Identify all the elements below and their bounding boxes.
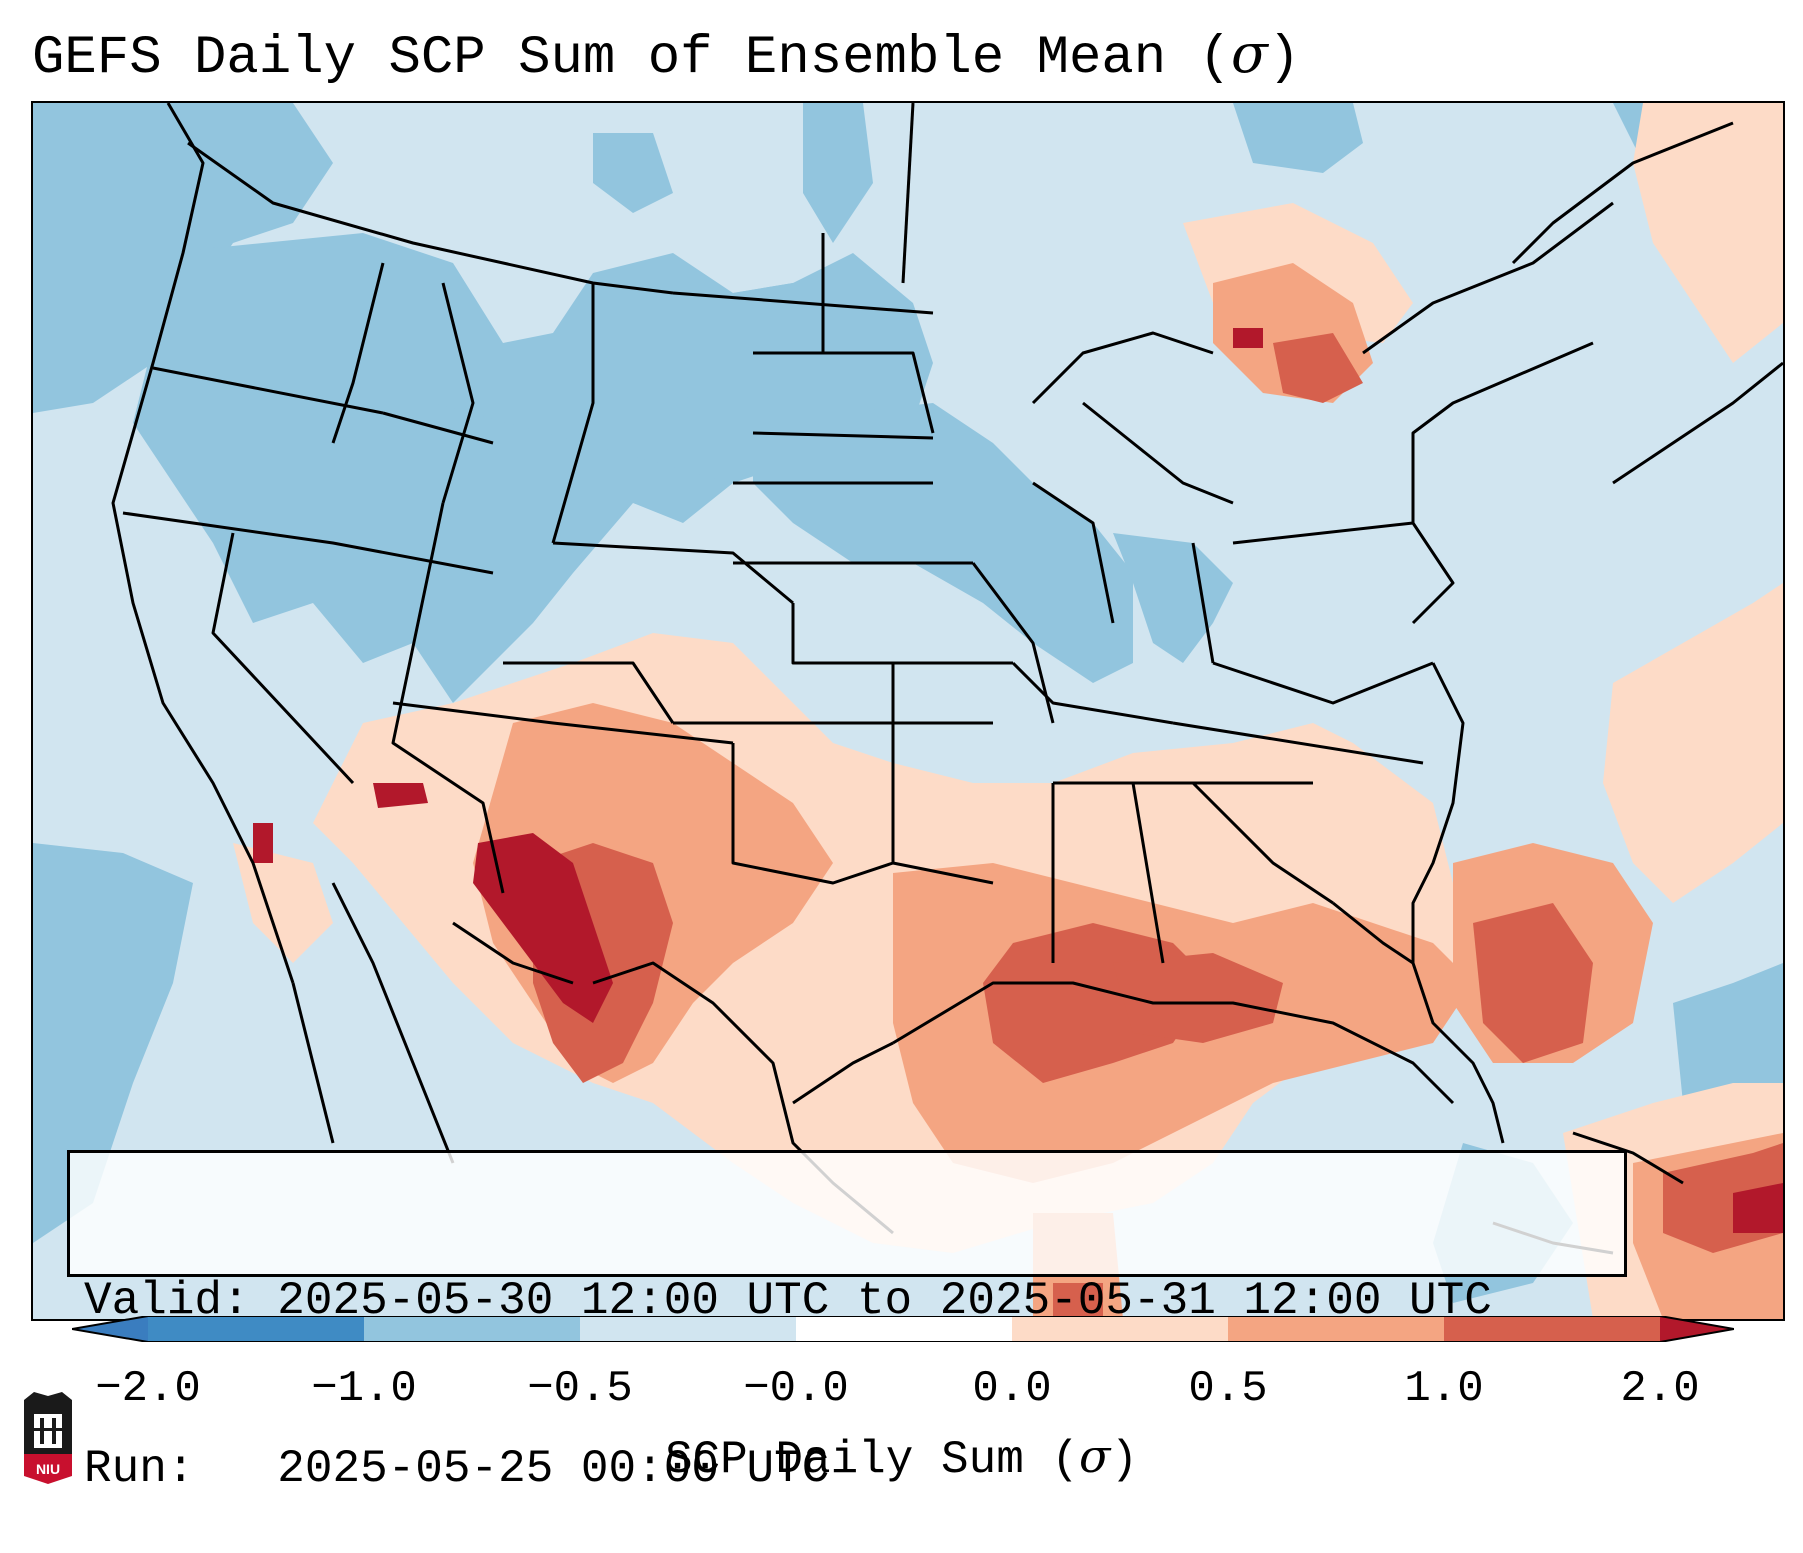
colorbar-tick-label: 0.0 [972, 1364, 1052, 1414]
valid-run-info-box: Valid: 2025-05-30 12:00 UTC to 2025-05-3… [67, 1150, 1627, 1495]
colorbar-bin-2 [364, 1316, 580, 1342]
colorbar-tick-label: 0.5 [1188, 1364, 1268, 1414]
chart-title: GEFS Daily SCP Sum of Ensemble Mean (σ) [32, 22, 1301, 89]
run-row: Run: 2025-05-25 00:00 UTC [84, 1441, 1610, 1497]
scp-map [33, 103, 1783, 1319]
colorbar-tick-label: −2.0 [95, 1364, 201, 1414]
colorbar-extend-high [1660, 1316, 1734, 1342]
colorbar-tick-label: −0.5 [527, 1364, 633, 1414]
extreme-positive-regions [253, 328, 1783, 1233]
colorbar-tick-label: −1.0 [311, 1364, 417, 1414]
state-borders [111, 103, 1783, 1255]
colorbar-bin-6 [1228, 1316, 1444, 1342]
colorbar [72, 1316, 1734, 1342]
colorbar-bin-7 [1444, 1316, 1660, 1342]
colorbar-tick-label: 1.0 [1404, 1364, 1484, 1414]
map-panel[interactable] [31, 101, 1785, 1321]
strong-positive-regions [533, 333, 1783, 1319]
logo-text: NIU [36, 1461, 60, 1477]
run-label: Run: [84, 1443, 195, 1495]
colorbar-label: SCP Daily Sum (σ) [664, 1429, 1139, 1486]
run-value: 2025-05-25 00:00 UTC [277, 1443, 830, 1495]
colorbar-tick-label: −0.0 [743, 1364, 849, 1414]
colorbar-bin-3 [580, 1316, 796, 1342]
colorbar-bin-5 [1012, 1316, 1228, 1342]
colorbar-bin-1 [148, 1316, 364, 1342]
colorbar-extend-low [72, 1316, 148, 1342]
colorbar-bin-4 [796, 1316, 1012, 1342]
colorbar-tick-label: 2.0 [1620, 1364, 1700, 1414]
niu-logo: NIU [24, 1392, 72, 1484]
